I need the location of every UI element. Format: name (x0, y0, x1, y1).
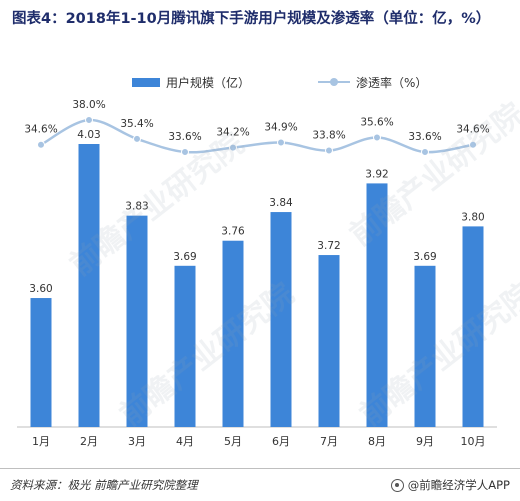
line-point (421, 148, 429, 156)
x-tick-label: 9月 (416, 435, 434, 448)
legend-line-label: 渗透率（%） (356, 75, 428, 90)
line-point (373, 133, 381, 142)
bar (174, 265, 196, 427)
bar-value-label: 3.92 (365, 168, 388, 180)
x-tick-label: 5月 (224, 435, 242, 448)
line-value-label: 34.9% (264, 122, 297, 134)
line-value-label: 35.4% (120, 118, 153, 130)
line-value-label: 33.6% (168, 131, 201, 143)
line-point (325, 146, 333, 155)
chart-plot: 3.60 4.03 3.83 3.69 3.76 3.84 3.72 3.92 3.69 3.80… (17, 99, 497, 448)
penetration-line (40, 118, 474, 154)
line-point (229, 143, 237, 152)
chart-legend: 用户规模（亿） 渗透率（%） (0, 72, 520, 92)
x-tick-label: 4月 (176, 435, 194, 448)
bar (414, 265, 436, 427)
x-tick-label: 3月 (128, 435, 146, 448)
brand: @前瞻经济学人APP (390, 477, 510, 493)
bar-value-label: 3.84 (269, 197, 293, 209)
line-value-label: 38.0% (72, 99, 105, 111)
line-value-label: 34.6% (456, 124, 489, 136)
bar (462, 226, 484, 427)
bar-value-label: 3.83 (125, 201, 148, 213)
bar-value-label: 3.72 (317, 240, 340, 252)
bar-value-label: 3.80 (461, 211, 484, 223)
bar (126, 215, 148, 427)
bar-value-label: 3.60 (29, 283, 52, 295)
x-tick-label: 8月 (368, 435, 386, 448)
bar-value-label: 4.03 (77, 129, 100, 141)
chart-title: 图表4：2018年1-10月腾讯旗下手游用户规模及渗透率（单位：亿，%） (12, 11, 491, 27)
line-value-label: 34.2% (216, 127, 249, 139)
line-value-label: 33.6% (408, 131, 441, 143)
x-tick-label: 10月 (461, 435, 486, 448)
line-point (277, 138, 285, 147)
line-point (133, 134, 141, 143)
footer: 资料来源：极光 前瞻产业研究院整理 @前瞻经济学人APP (0, 468, 520, 501)
legend-bar-label: 用户规模（亿） (166, 75, 251, 90)
legend-bar-swatch (132, 77, 160, 87)
bar-value-label: 3.69 (413, 251, 436, 263)
legend-line-swatch (318, 77, 350, 87)
x-tick-label: 7月 (320, 435, 338, 448)
bar-value-label: 3.76 (221, 226, 245, 238)
bar (318, 255, 340, 427)
line-point (469, 140, 477, 149)
legend-item-bar: 用户规模（亿） (132, 72, 250, 92)
source-text: 资料来源：极光 前瞻产业研究院整理 (10, 478, 198, 492)
line-value-label: 33.8% (312, 130, 345, 142)
x-tick-label: 2月 (80, 435, 98, 448)
bar (270, 212, 292, 427)
bar-value-label: 3.69 (173, 251, 196, 263)
line-point (37, 140, 45, 149)
line-point (181, 148, 189, 156)
x-tick-label: 6月 (272, 435, 290, 448)
legend-item-line: 渗透率（%） (318, 72, 427, 92)
bar (78, 144, 100, 427)
line-value-label: 35.6% (360, 116, 393, 128)
brand-text: @前瞻经济学人APP (407, 478, 510, 492)
x-tick-label: 1月 (32, 435, 50, 448)
line-point (85, 116, 93, 124)
brand-logo-icon (390, 478, 404, 492)
bar (30, 298, 52, 427)
line-value-label: 34.6% (24, 124, 57, 136)
bar (366, 183, 388, 427)
bar (222, 240, 244, 427)
